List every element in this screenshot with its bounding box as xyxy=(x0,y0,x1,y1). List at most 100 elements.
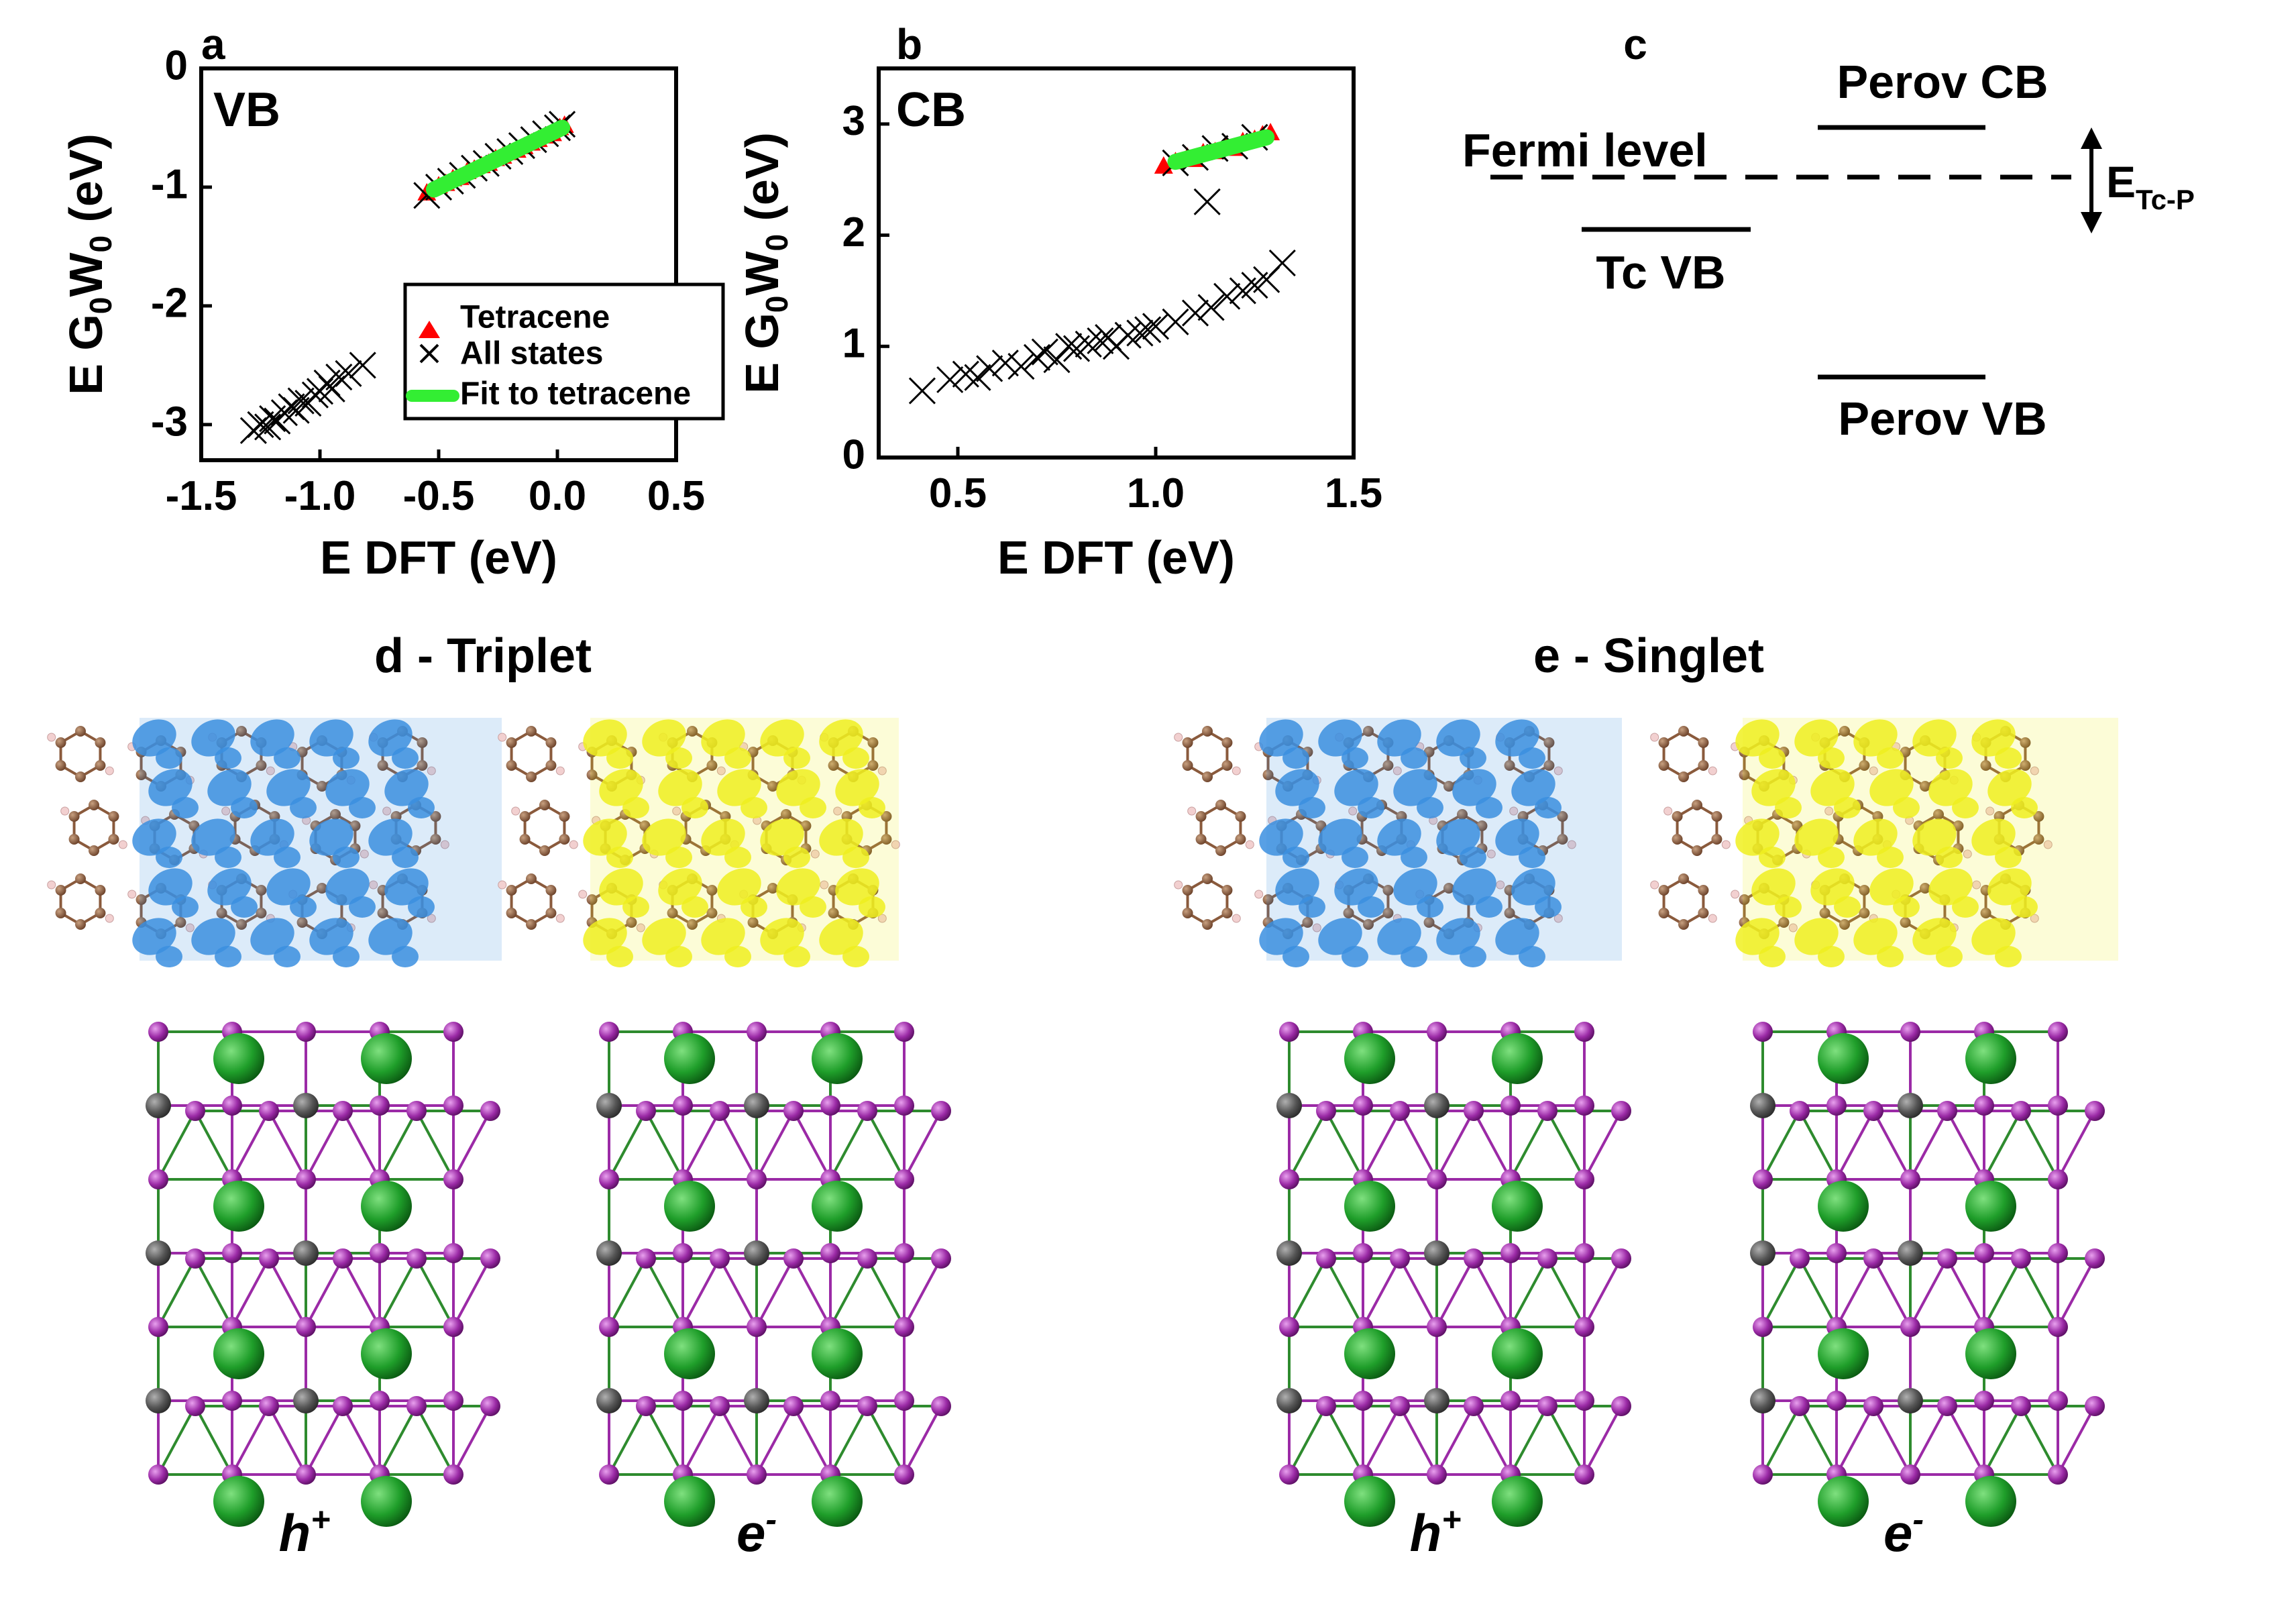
y-tick-label: -2 xyxy=(151,280,188,326)
density-lobe xyxy=(368,918,413,955)
carbon-atom xyxy=(881,834,892,845)
carbon-atom xyxy=(256,760,267,771)
carbon-atom xyxy=(68,811,80,822)
cesium-atom xyxy=(664,1476,715,1527)
hydrogen-atom xyxy=(1254,890,1264,899)
carbon-atom xyxy=(89,800,99,810)
bond xyxy=(755,1110,795,1180)
iodine-atom xyxy=(443,1169,463,1189)
carbon-atom xyxy=(545,885,557,896)
bond xyxy=(755,1405,795,1475)
carbon-atom xyxy=(1953,820,1964,831)
iodine-atom xyxy=(747,1464,767,1485)
carbon-atom xyxy=(55,885,66,896)
carbon-atom xyxy=(1859,908,1870,918)
all-states-point xyxy=(976,355,1003,382)
density-lobe xyxy=(783,946,810,967)
bond xyxy=(415,1258,455,1328)
carbon-atom xyxy=(1182,760,1193,771)
hydrogen-atom xyxy=(1731,890,1740,899)
iodine-atom xyxy=(2011,1101,2031,1121)
bond xyxy=(645,1110,684,1180)
panel-label-a: a xyxy=(201,20,225,68)
density-lobe xyxy=(1342,946,1368,967)
density-lobe xyxy=(333,946,360,967)
density-lobe xyxy=(859,797,885,818)
density-lobe xyxy=(1299,896,1325,918)
ticks-b: 0.5 1.0 1.5 0 1 2 3 xyxy=(842,98,1383,517)
lead-atom xyxy=(596,1093,622,1118)
iodine-atom xyxy=(894,1022,914,1042)
carbon-atom xyxy=(506,737,517,748)
iodine-atom xyxy=(1863,1248,1883,1269)
density-lobe xyxy=(384,769,429,806)
iodine-atom xyxy=(1537,1248,1557,1269)
all-states-point xyxy=(936,366,964,394)
bond xyxy=(866,1258,906,1328)
bond xyxy=(1946,1405,1985,1475)
bond xyxy=(341,1110,381,1180)
bond xyxy=(2057,1110,2096,1180)
iodine-atom xyxy=(222,1243,242,1263)
density-lobe xyxy=(622,797,649,818)
fit-line xyxy=(425,119,571,198)
carbon-atom xyxy=(626,917,637,928)
hydrogen-atom xyxy=(1553,766,1563,776)
all-states-point xyxy=(1162,308,1189,335)
density-lobe xyxy=(1436,818,1480,856)
density-lobe xyxy=(1818,847,1845,868)
density-lobe xyxy=(1452,769,1496,806)
tetracene-layer-image xyxy=(47,718,502,967)
bond xyxy=(1583,1258,1623,1328)
panel-c-diagram: c Perov CB Fermi level Tc VB Perov VB ET… xyxy=(1462,20,2195,445)
density-lobe xyxy=(1282,847,1309,868)
iodine-atom xyxy=(1574,1464,1594,1485)
carbon-atom xyxy=(236,726,247,737)
carbon-atom xyxy=(767,883,778,894)
density-lobe xyxy=(1735,918,1780,955)
tetracene-layer-image xyxy=(498,718,900,967)
iodine-atom xyxy=(443,1022,463,1042)
iodine-atom xyxy=(1974,1243,1994,1263)
perovskite-bonds xyxy=(157,1030,492,1476)
bond xyxy=(2020,1258,2059,1328)
iodine-atom xyxy=(1937,1101,1957,1121)
bond xyxy=(1835,1258,1875,1328)
x-axis-label-b: E DFT (eV) xyxy=(997,531,1235,584)
density-lobe xyxy=(1987,769,2032,806)
density-lobe xyxy=(1751,868,1796,906)
hydrogen-atom xyxy=(555,766,565,776)
density-lobe xyxy=(408,797,435,818)
marks-b xyxy=(908,123,1296,405)
iodine-atom xyxy=(783,1248,804,1269)
density-lobe xyxy=(1377,918,1421,955)
carbon-atom xyxy=(2020,737,2031,748)
iodine-atom xyxy=(931,1396,951,1416)
carbon-atom xyxy=(1698,885,1709,896)
density-lobe xyxy=(408,896,435,918)
perov-cb-label: Perov CB xyxy=(1837,56,2048,108)
hydrogen-atom xyxy=(105,766,114,776)
density-lobe xyxy=(392,747,419,769)
carbon-ring xyxy=(59,729,102,779)
bond xyxy=(1509,1110,1549,1180)
iodine-atom xyxy=(636,1248,656,1269)
density-lobe xyxy=(741,797,767,818)
carbon-atom xyxy=(519,834,531,845)
density-lobe xyxy=(290,797,317,818)
iodine-atom xyxy=(296,1169,316,1189)
density-lobe xyxy=(665,946,692,967)
carbon-atom xyxy=(1457,809,1468,820)
density-lobe xyxy=(1393,868,1437,906)
bond xyxy=(792,1405,832,1475)
carbon-atom xyxy=(135,769,147,780)
carbon-atom xyxy=(2020,760,2031,771)
density-lobe xyxy=(1535,797,1562,818)
cesium-atom xyxy=(664,1328,715,1379)
iodine-atom xyxy=(1353,1243,1373,1263)
hydrogen-atom xyxy=(118,840,127,849)
cesium-atom xyxy=(1818,1033,1869,1084)
carbon-atom xyxy=(1557,834,1568,845)
iodine-atom xyxy=(747,1169,767,1189)
bond xyxy=(1761,1110,1801,1180)
